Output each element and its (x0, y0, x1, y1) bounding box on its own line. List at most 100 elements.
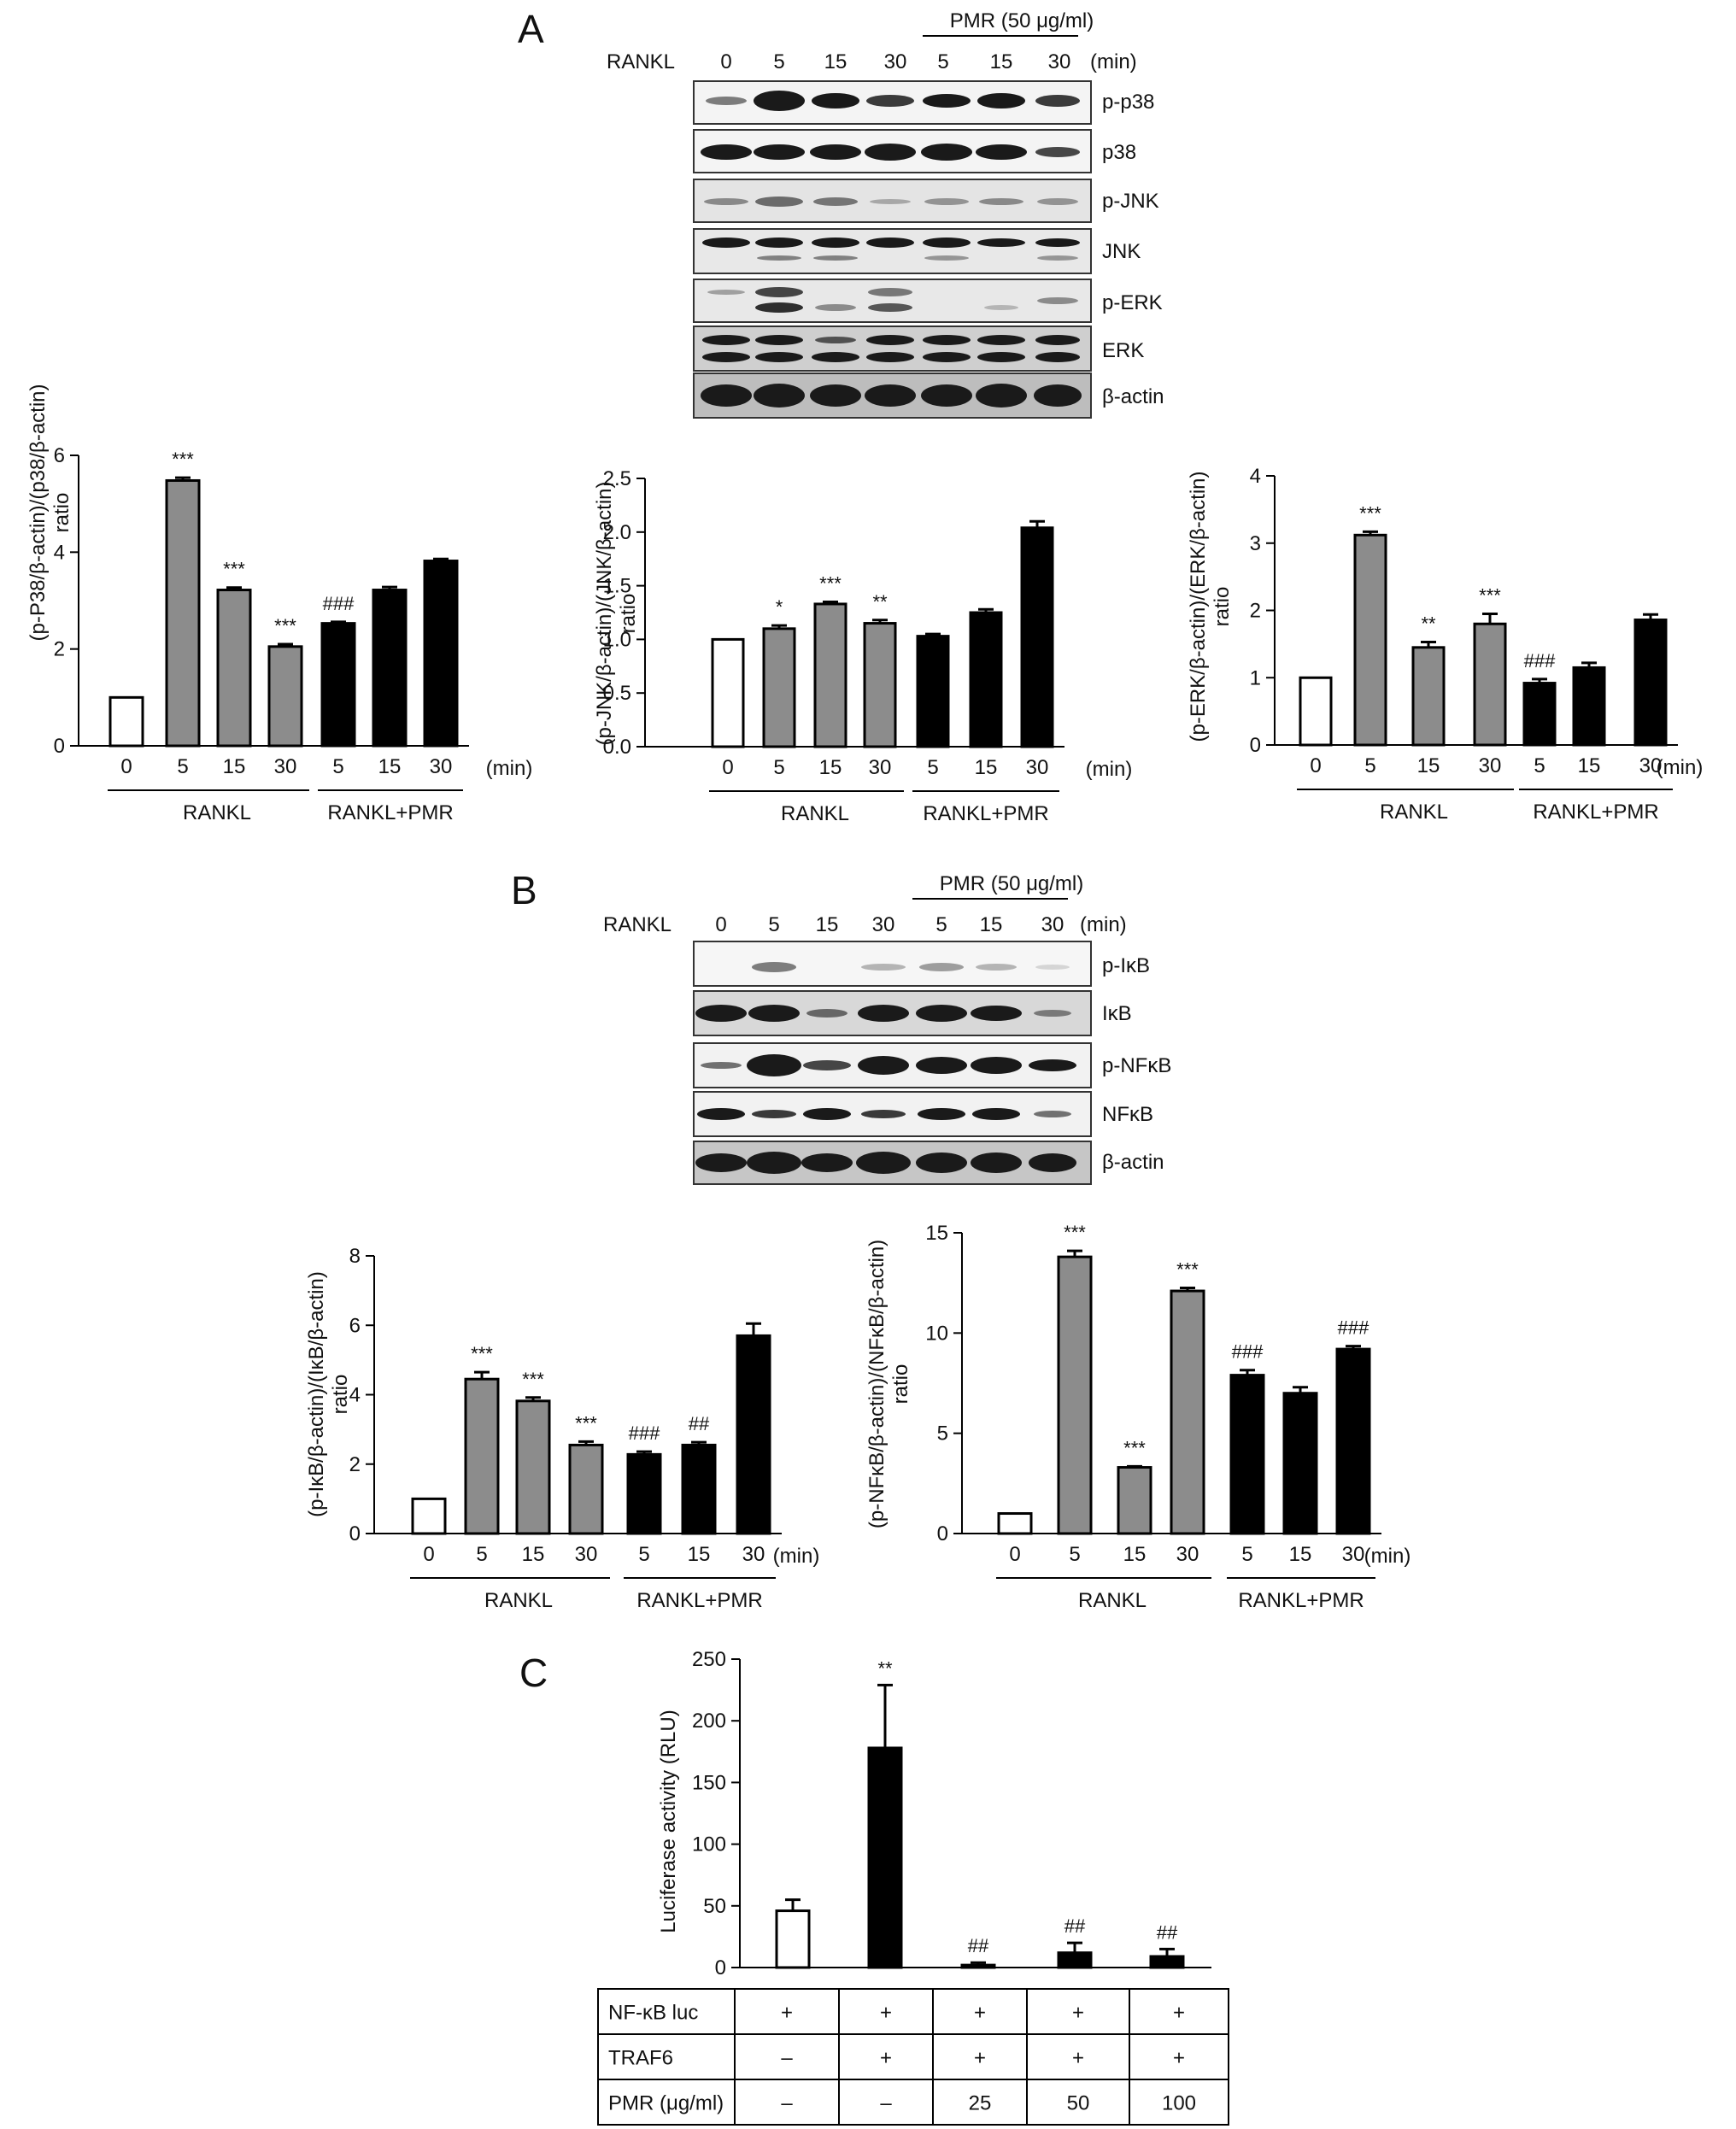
y-axis-label-line: (p-P38/β-actin)/(p38/β-actin) (26, 384, 50, 641)
lane-label: 30 (1041, 913, 1064, 936)
band (866, 238, 914, 248)
blot-row-label: p-NFκB (1102, 1054, 1171, 1077)
y-tick-label: 4 (349, 1384, 361, 1407)
x-tick-label: 5 (177, 755, 188, 778)
y-tick-label: 5 (937, 1422, 948, 1446)
table-border (597, 1988, 1229, 2126)
blot-row-label: IκB (1102, 1002, 1132, 1025)
band (919, 963, 964, 971)
x-tick-label: 0 (120, 755, 132, 778)
significance-marker: *** (575, 1412, 597, 1434)
band (971, 1006, 1022, 1021)
bar (1020, 526, 1054, 748)
band (916, 1057, 967, 1074)
unit-label: (min) (1364, 1545, 1411, 1568)
band (702, 335, 750, 345)
y-tick-label: 200 (692, 1710, 726, 1733)
band (976, 384, 1027, 408)
x-tick-label: 30 (1479, 754, 1502, 777)
lane-label: 15 (980, 913, 1003, 936)
bar (1411, 646, 1446, 747)
band (707, 290, 745, 295)
y-axis-label: (p-P38/β-actin)/(p38/β-actin)ratio (26, 384, 73, 641)
band (870, 199, 911, 204)
y-tick-label: 1.0 (603, 628, 631, 651)
lane-label: 0 (715, 913, 726, 936)
x-tick-label: 15 (688, 1543, 711, 1566)
y-tick-label: 8 (349, 1245, 361, 1268)
lane-label: 15 (990, 50, 1013, 73)
table-cell: + (880, 2047, 892, 2070)
blot-row-label: β-actin (1102, 385, 1164, 408)
x-tick-label: 5 (927, 756, 938, 779)
y-axis-label: (p-IκB/β-actin)/(IκB/β-actin)ratio (305, 1271, 352, 1517)
bar (411, 1497, 447, 1535)
bar (372, 589, 408, 748)
band (977, 238, 1025, 247)
significance-marker: *** (1176, 1259, 1199, 1281)
band (868, 288, 912, 296)
band (977, 335, 1025, 345)
band (755, 238, 803, 248)
band (810, 384, 861, 407)
table-cell: 25 (969, 2092, 992, 2115)
bar (813, 602, 847, 748)
unit-label: (min) (773, 1545, 820, 1568)
x-tick-label: 15 (378, 755, 402, 778)
y-tick-label: 1 (1250, 666, 1261, 689)
x-tick-label: 5 (476, 1543, 487, 1566)
lane-label: 15 (816, 913, 839, 936)
bar (464, 1377, 500, 1535)
bar (1473, 622, 1507, 747)
panel-letter-b: B (511, 868, 537, 912)
band (803, 1108, 851, 1120)
unit-label: (min) (486, 757, 533, 780)
pmr-label: PMR (50 μg/ml) (950, 9, 1094, 32)
band (866, 352, 914, 362)
y-axis-label-line: (p-ERK/β-actin)/(ERK/β-actin) (1187, 472, 1210, 742)
group-label: RANKL+PMR (1533, 801, 1658, 824)
blot-row-label: NFκB (1102, 1103, 1153, 1126)
band (1034, 1010, 1071, 1017)
band (1029, 1153, 1076, 1172)
unit-label: (min) (1090, 50, 1137, 73)
blot-strip-jnk (693, 228, 1092, 274)
blot-row-label: p-p38 (1102, 91, 1154, 114)
x-tick-label: 0 (722, 756, 733, 779)
group-label: RANKL (1078, 1589, 1147, 1612)
band (815, 304, 856, 311)
band (916, 1005, 967, 1022)
y-tick-label: 2.5 (603, 467, 631, 490)
band (1035, 147, 1080, 157)
lane-label: 30 (884, 50, 907, 73)
x-tick-label: 30 (274, 755, 297, 778)
x-tick-label: 5 (773, 756, 784, 779)
significance-marker: ### (1524, 650, 1556, 672)
y-tick-label: 100 (692, 1833, 726, 1856)
band (971, 1057, 1022, 1074)
x-tick-label: 15 (223, 755, 246, 778)
band (923, 352, 971, 362)
x-tick-label: 15 (522, 1543, 545, 1566)
table-row-label: NF-κB luc (608, 2002, 698, 2025)
y-tick-label: 2.0 (603, 521, 631, 544)
band (701, 384, 752, 407)
band (977, 352, 1025, 362)
table-row-label: TRAF6 (608, 2047, 673, 2070)
bar (1282, 1392, 1318, 1535)
bar (1522, 682, 1557, 747)
bar (1057, 1951, 1093, 1969)
y-tick-label: 15 (925, 1222, 948, 1245)
table-cell: – (781, 2047, 793, 2070)
x-tick-label: 5 (332, 755, 343, 778)
band (861, 964, 906, 971)
band (979, 198, 1023, 205)
band (803, 1060, 851, 1070)
x-tick-label: 30 (1342, 1543, 1365, 1566)
lane-label: 5 (937, 50, 948, 73)
band (815, 337, 856, 343)
y-tick-label: 0.0 (603, 736, 631, 759)
significance-marker: *** (172, 449, 194, 470)
x-tick-label: 15 (819, 756, 842, 779)
blot-row-label: p-ERK (1102, 291, 1163, 314)
